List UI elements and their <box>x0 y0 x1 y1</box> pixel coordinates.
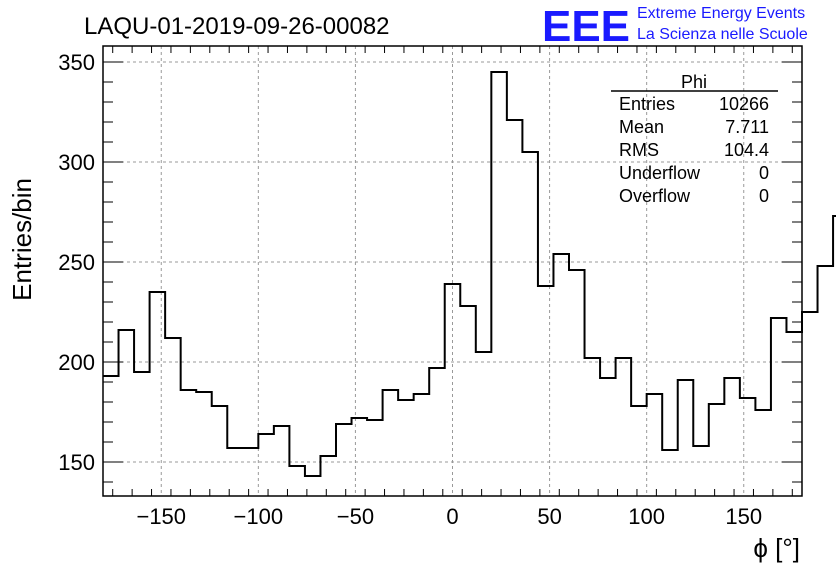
grid-lines <box>103 46 802 496</box>
stats-label: Mean <box>619 117 664 137</box>
x-axis-title: ϕ [°] <box>753 533 800 563</box>
y-axis-title: Entries/bin <box>7 178 37 301</box>
stats-title: Phi <box>681 72 707 92</box>
x-tick-label: 50 <box>537 504 561 529</box>
stats-value: 0 <box>759 163 769 183</box>
plot-frame <box>102 45 803 497</box>
chart-title: LAQU-01-2019-09-26-00082 <box>84 13 390 40</box>
stats-value: 7.711 <box>725 117 769 137</box>
y-tick-label: 150 <box>58 450 95 475</box>
x-tick-label: −150 <box>136 504 186 529</box>
y-tick-label: 300 <box>58 150 95 175</box>
stats-value: 10266 <box>719 94 769 114</box>
y-axis-tick-labels: 150 200 250 300 350 <box>58 50 95 475</box>
stats-label: Overflow <box>619 186 691 206</box>
axis-ticks <box>103 46 802 496</box>
stats-label: Underflow <box>619 163 701 183</box>
y-tick-label: 350 <box>58 50 95 75</box>
stats-rows: Entries 10266 Mean 7.711 RMS 104.4 Underflow 0 O… <box>619 94 769 206</box>
logo-line-2: La Scienza nelle Scuole <box>637 26 808 43</box>
logo-line-1: Extreme Energy Events <box>637 5 805 22</box>
x-tick-label: 0 <box>446 504 458 529</box>
x-tick-label: −100 <box>234 504 284 529</box>
stats-value: 0 <box>759 186 769 206</box>
y-tick-label: 250 <box>58 250 95 275</box>
stats-label: Entries <box>619 94 675 114</box>
y-tick-label: 200 <box>58 350 95 375</box>
eee-logo: EEE Extreme Energy Events La Scienza nel… <box>542 2 808 51</box>
logo-mark: EEE <box>542 2 630 51</box>
stats-label: RMS <box>619 140 659 160</box>
x-tick-label: 150 <box>725 504 762 529</box>
stats-value: 104.4 <box>724 140 769 160</box>
stats-box: Phi Entries 10266 Mean 7.711 RMS 104.4 Underfl… <box>611 72 778 206</box>
x-tick-label: −50 <box>337 504 374 529</box>
x-tick-label: 100 <box>628 504 665 529</box>
x-axis-tick-labels: −150 −100 −50 0 50 100 150 <box>136 504 762 529</box>
histogram-outline <box>103 71 836 477</box>
